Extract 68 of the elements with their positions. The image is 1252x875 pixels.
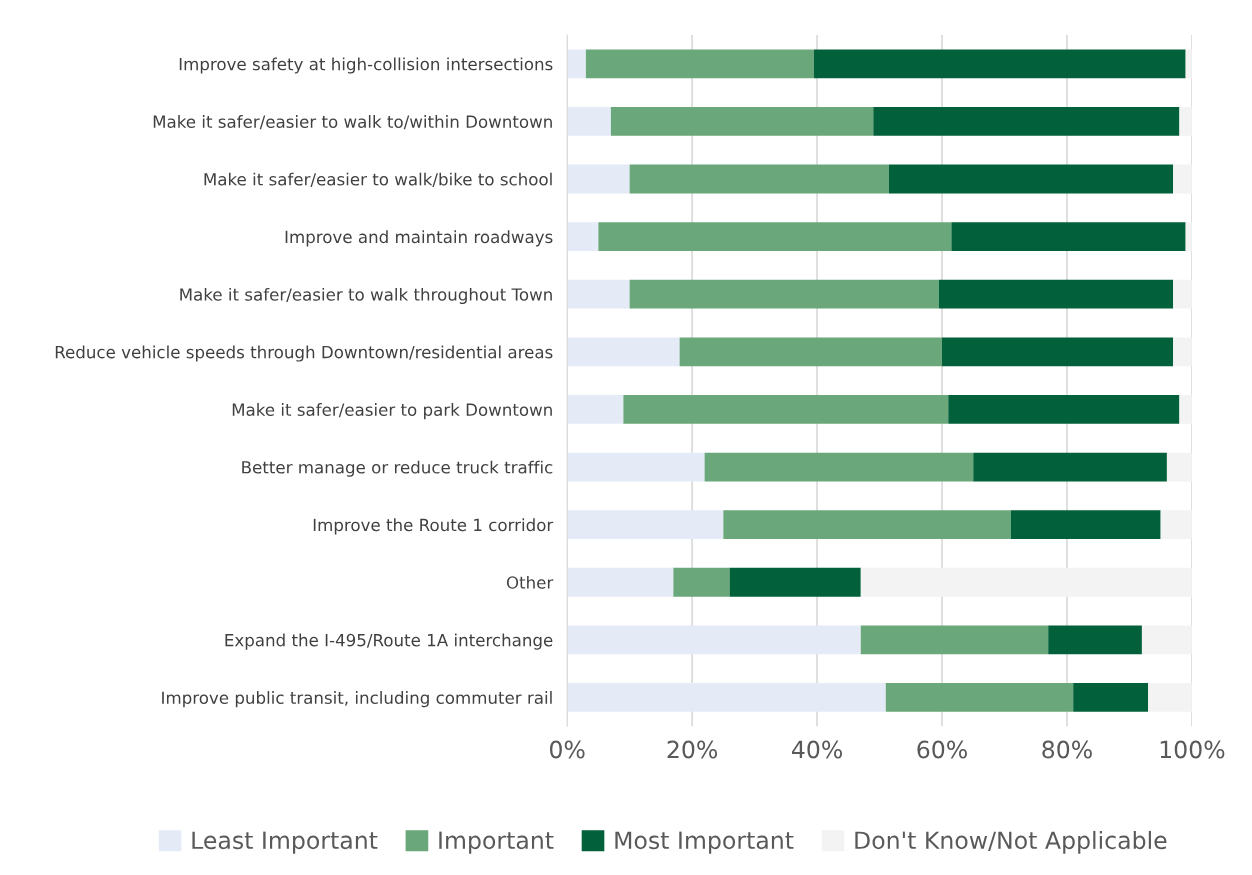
bar — [679, 337, 942, 367]
y-tick-label: Improve public transit, including commuter rail — [162, 691, 552, 708]
bar — [1048, 625, 1142, 655]
x-tick-label: 20% — [667, 740, 718, 759]
bar — [1141, 625, 1192, 655]
y-tick-label: Make it safer/easier to walk/bike to school — [204, 172, 552, 187]
bar — [567, 337, 680, 367]
bar — [567, 683, 886, 712]
bar — [567, 567, 674, 597]
bar — [598, 222, 952, 252]
bar — [567, 164, 630, 194]
x-tick-label: 40% — [791, 740, 842, 759]
bar — [723, 510, 1011, 540]
bar — [1010, 510, 1161, 540]
bar — [567, 49, 586, 79]
y-tick-label: Other — [506, 575, 554, 589]
bar — [567, 107, 611, 136]
bar — [623, 395, 949, 424]
y-tick-label: Better manage or reduce truck traffic — [242, 460, 553, 477]
y-tick-label: Improve the Route 1 corridor — [313, 518, 554, 535]
bar — [567, 625, 861, 655]
bar — [567, 222, 599, 252]
x-tick-label: 100% — [1160, 740, 1225, 759]
bar — [938, 279, 1174, 309]
bar — [860, 567, 1192, 597]
y-tick-label: Reduce vehicle speeds through Downtown/residential areas — [55, 345, 553, 362]
legend-label: Important — [439, 831, 554, 854]
y-tick-label: Improve safety at high-collision intersections — [179, 57, 553, 74]
bar — [1166, 452, 1192, 482]
bar — [629, 164, 889, 194]
bar — [1148, 683, 1192, 712]
x-tick-label: 60% — [917, 740, 967, 759]
legend-label: Least Important — [192, 831, 378, 854]
x-tick-label: 0% — [549, 740, 585, 759]
bar — [888, 164, 1174, 194]
bar — [885, 683, 1074, 712]
y-tick-label: Make it safer/easier to walk to/within Downtown — [153, 115, 552, 130]
bar — [951, 222, 1186, 252]
bar — [729, 567, 861, 597]
y-tick-label: Make it safer/easier to walk throughout Town — [180, 287, 552, 305]
bar — [1073, 683, 1149, 712]
y-tick-label: Make it safer/easier to park Downtown — [232, 403, 552, 420]
bar — [673, 567, 730, 597]
bar — [585, 49, 814, 79]
bar — [948, 395, 1180, 424]
bar — [1179, 107, 1192, 136]
bar — [629, 279, 939, 309]
bar — [860, 625, 1049, 655]
bar — [973, 452, 1167, 482]
bar — [567, 279, 630, 309]
bar — [873, 107, 1180, 136]
y-tick-label: Improve and maintain roadways — [285, 230, 553, 247]
bar — [610, 107, 874, 136]
bar — [1173, 279, 1192, 309]
bar — [1173, 164, 1192, 194]
bar — [704, 452, 974, 482]
y-tick-label: Expand the I-495/Route 1A interchange — [225, 633, 553, 650]
bar — [567, 395, 624, 424]
bar — [1179, 395, 1192, 424]
legend-label: Most Important — [615, 831, 794, 854]
bar — [1160, 510, 1192, 540]
bar — [567, 452, 705, 482]
bar — [813, 49, 1186, 79]
bar — [942, 337, 1174, 367]
bar — [567, 510, 724, 540]
x-tick-label: 80% — [1042, 740, 1092, 759]
legend-label: Don't Know/Not Applicable — [855, 830, 1167, 854]
bar — [1173, 337, 1192, 367]
